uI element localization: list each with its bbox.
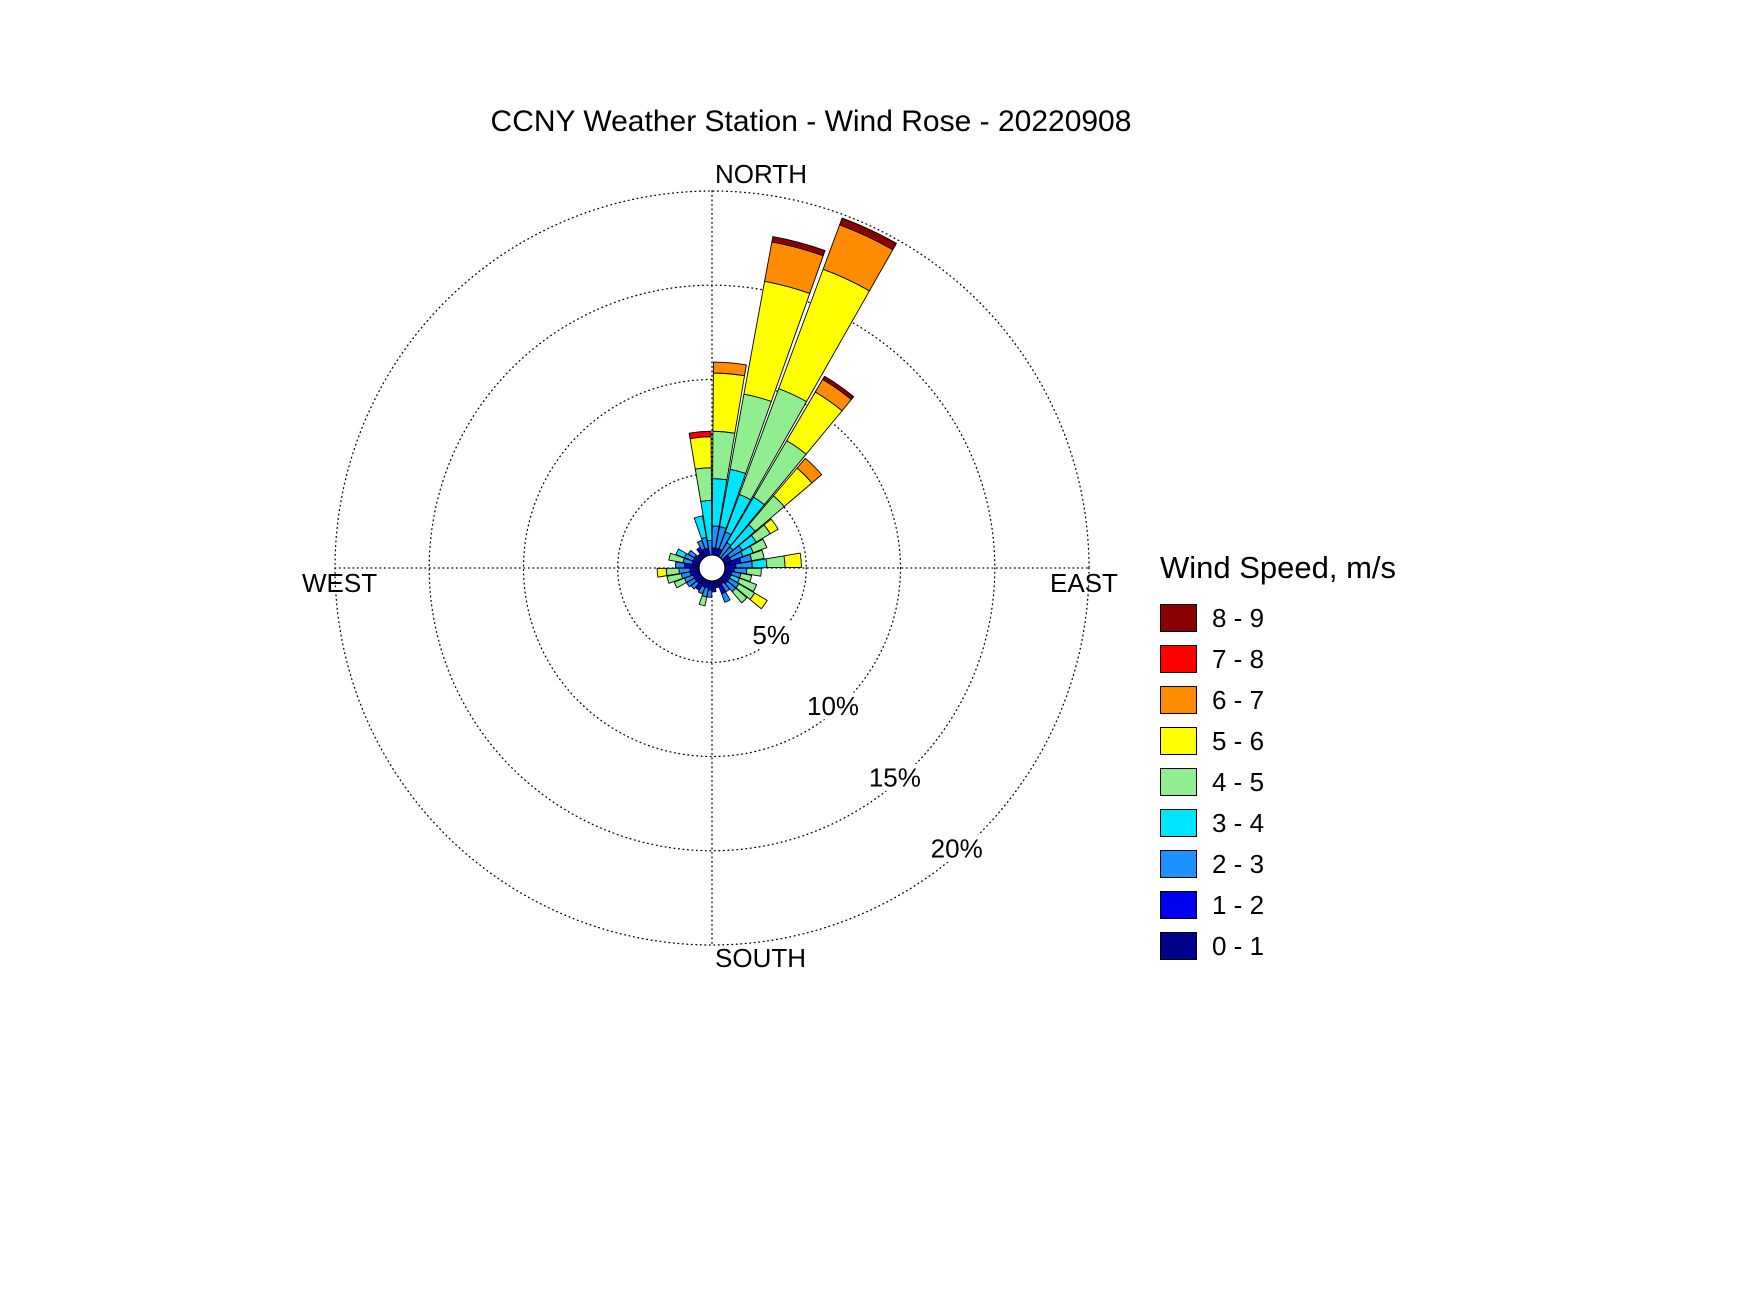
ring-percent-label: 5% [752,620,790,650]
wind-petal-segment [656,567,668,578]
legend-title: Wind Speed, m/s [1160,550,1397,585]
compass-label-west: WEST [302,568,378,598]
legend-item: 7 - 8 [1160,645,1396,673]
wind-petal-segment [697,585,706,595]
legend-item-label: 3 - 4 [1212,808,1265,838]
legend-item: 8 - 9 [1160,604,1396,632]
wind-petal-segment [745,567,762,577]
wind-petal-segment [822,375,855,400]
legend-item: 5 - 6 [1160,727,1396,755]
legend-swatch [1160,891,1197,919]
ring-percent-label: 10% [807,691,859,721]
wind-petal-segment [693,515,707,540]
wind-speed-legend: Wind Speed, m/s 8 - 9 7 - 8 6 - 7 5 - 6 4 - … [1160,550,1396,973]
wind-petal-segment [675,548,687,559]
legend-item: 3 - 4 [1160,809,1396,837]
wind-petal-segment [666,573,684,584]
ring-percent-label: 15% [869,762,921,792]
wind-petal-segment [765,555,786,569]
legend-item-label: 4 - 5 [1212,767,1265,797]
wind-petal-segment [771,236,826,257]
legend-item-label: 2 - 3 [1212,849,1265,879]
petals [656,217,897,610]
grid-ring [617,473,807,663]
wind-petal-segment [763,518,779,535]
wind-petal-segment [749,538,768,554]
legend-swatch [1160,727,1197,755]
legend-item: 2 - 3 [1160,850,1396,878]
wind-petal-segment [731,587,748,604]
wind-petal-segment [712,361,747,377]
wind-petal-segment [668,552,685,564]
center-hub [698,554,726,582]
legend-item: 0 - 1 [1160,932,1396,960]
legend-swatch [1160,850,1197,878]
wind-petal-segment [688,430,712,439]
wind-petal-segment [674,561,686,569]
wind-petal-segment [737,577,758,592]
legend-item-label: 1 - 2 [1212,890,1265,920]
legend-item-label: 5 - 6 [1212,726,1265,756]
wind-petal-segment [739,572,753,582]
compass-label-east: EAST [1050,568,1118,598]
wind-petal-segment [689,436,712,470]
page-title: CCNY Weather Station - Wind Rose - 20220… [490,105,1132,138]
wind-petal-segment [721,591,731,603]
legend-item-label: 8 - 9 [1212,603,1265,633]
wind-petal-segment [711,585,717,593]
legend-item-label: 6 - 7 [1212,685,1265,715]
wind-petal-segment [749,592,768,610]
legend-items: 8 - 9 7 - 8 6 - 7 5 - 6 4 - 5 3 - 4 2 - 3 1 - 2… [1160,604,1396,960]
legend-swatch [1160,768,1197,796]
wind-petal-segment [783,552,802,568]
wind-petal-segment [711,580,716,587]
wind-petal-segment [839,217,897,251]
legend-swatch [1160,809,1197,837]
legend-swatch [1160,686,1197,714]
compass-label-north: NORTH [715,159,807,189]
legend-item: 1 - 2 [1160,891,1396,919]
legend-item-label: 7 - 8 [1212,644,1265,674]
wind-petal-segment [698,595,708,607]
wind-petal-segment [749,549,765,562]
ring-percent-label: 20% [931,834,983,864]
legend-item-label: 0 - 1 [1212,931,1265,961]
compass-label-south: SOUTH [715,943,806,973]
legend-swatch [1160,645,1197,673]
grid-ring [522,378,902,758]
legend-swatch [1160,932,1197,960]
legend-item: 6 - 7 [1160,686,1396,714]
wind-petal-segment [687,549,697,559]
wind-petal-segment [694,467,712,502]
legend-item: 4 - 5 [1160,768,1396,796]
legend-swatch [1160,604,1197,632]
wind-petal-segment [796,457,823,484]
wind-petal-segment [673,577,687,589]
